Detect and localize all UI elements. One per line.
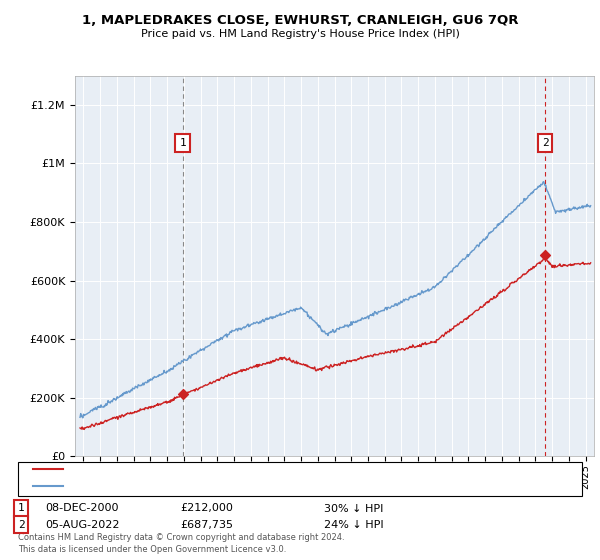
Text: £687,735: £687,735 (180, 520, 233, 530)
Point (541, 250, 550, 259)
Text: 1: 1 (179, 138, 186, 148)
Text: £212,000: £212,000 (180, 503, 233, 514)
Point (178, 390, 187, 399)
Text: 24% ↓ HPI: 24% ↓ HPI (324, 520, 383, 530)
Text: Price paid vs. HM Land Registry's House Price Index (HPI): Price paid vs. HM Land Registry's House … (140, 29, 460, 39)
Text: 05-AUG-2022: 05-AUG-2022 (45, 520, 119, 530)
Text: 2: 2 (542, 138, 548, 148)
Text: 30% ↓ HPI: 30% ↓ HPI (324, 503, 383, 514)
Text: 1: 1 (17, 503, 25, 514)
Text: HPI: Average price, detached house, Waverley: HPI: Average price, detached house, Wave… (66, 480, 307, 491)
Text: 08-DEC-2000: 08-DEC-2000 (45, 503, 119, 514)
Text: 2: 2 (17, 520, 25, 530)
Text: 1, MAPLEDRAKES CLOSE, EWHURST, CRANLEIGH, GU6 7QR (detached house): 1, MAPLEDRAKES CLOSE, EWHURST, CRANLEIGH… (66, 464, 467, 474)
Text: This data is licensed under the Open Government Licence v3.0.: This data is licensed under the Open Gov… (18, 545, 286, 554)
Text: 1, MAPLEDRAKES CLOSE, EWHURST, CRANLEIGH, GU6 7QR: 1, MAPLEDRAKES CLOSE, EWHURST, CRANLEIGH… (82, 14, 518, 27)
Text: Contains HM Land Registry data © Crown copyright and database right 2024.: Contains HM Land Registry data © Crown c… (18, 533, 344, 542)
